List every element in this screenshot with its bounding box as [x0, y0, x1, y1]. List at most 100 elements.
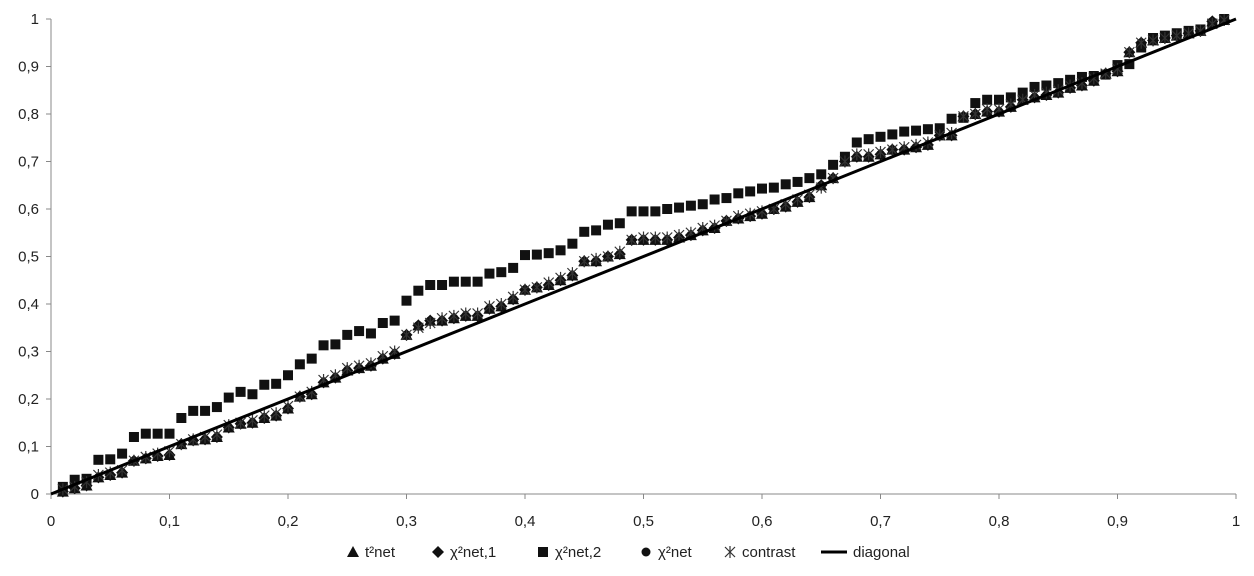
square-point [259, 379, 270, 390]
asterisk-point [638, 231, 649, 244]
square-point [306, 353, 317, 364]
x-tick-labels: 0 0,1 0,2 0,3 0,4 0,5 0,6 0,7 0,8 0,9 1 [47, 494, 1240, 530]
legend-item: χ²net,1 [432, 544, 496, 561]
diagonal-line [50, 17, 1237, 496]
square-point [650, 206, 661, 217]
square-point [863, 134, 874, 145]
square-point [804, 173, 815, 184]
square-point [970, 98, 981, 109]
square-point [520, 250, 530, 261]
y-tick-label: 0,3 [18, 344, 39, 361]
square-point [828, 159, 839, 170]
square-point [413, 285, 424, 296]
legend-label: t²net [365, 544, 396, 561]
asterisk-point [661, 231, 673, 244]
square-point [460, 276, 471, 287]
asterisk-point [839, 155, 851, 168]
asterisk-point [981, 103, 993, 116]
square-point [733, 188, 744, 199]
asterisk-point [875, 146, 886, 158]
asterisk-point [1159, 32, 1171, 44]
square-point [200, 405, 211, 416]
square-point [1124, 59, 1135, 70]
legend-label: χ²net [658, 544, 693, 561]
square-point [602, 219, 613, 230]
square-point [425, 280, 436, 290]
square-point [1029, 81, 1040, 92]
asterisk-point [1147, 34, 1159, 47]
asterisk-point [401, 328, 412, 341]
asterisk-point [555, 271, 566, 284]
series-asterisk [57, 13, 1230, 496]
asterisk-point [863, 148, 875, 161]
square-point [851, 137, 862, 148]
square-point [697, 199, 708, 210]
asterisk-point [673, 229, 685, 242]
y-tick-label: 0,5 [18, 249, 39, 266]
asterisk-point [590, 252, 602, 265]
y-tick-label: 0,6 [18, 201, 39, 218]
y-tick-label: 0,4 [18, 296, 39, 313]
square-point [543, 248, 554, 259]
y-tick-label: 0,8 [18, 106, 39, 123]
square-point [105, 454, 116, 465]
square-point [591, 225, 602, 236]
legend-swatch [432, 546, 444, 558]
legend-label: χ²net,1 [450, 544, 496, 561]
square-point [211, 402, 222, 413]
asterisk-point [472, 307, 484, 320]
square-point [887, 129, 898, 140]
square-point [1005, 92, 1016, 103]
square-point [626, 206, 637, 217]
square-point [164, 428, 175, 439]
square-point [1041, 80, 1052, 91]
square-point [662, 204, 673, 214]
x-tick-label: 0,2 [278, 513, 299, 530]
square-point [922, 124, 933, 135]
square-point [709, 194, 720, 205]
square-point [271, 378, 282, 389]
square-point [816, 169, 827, 180]
asterisk-point [531, 281, 543, 294]
square-point [496, 267, 507, 278]
asterisk-point [614, 245, 626, 258]
legend-label: diagonal [853, 544, 910, 561]
legend-item: contrast [724, 544, 796, 561]
y-tick-labels: 0 0,1 0,2 0,3 0,4 0,5 0,6 0,7 0,8 0,9 1 [18, 11, 51, 503]
asterisk-point [495, 298, 507, 310]
square-point [911, 125, 922, 136]
y-tick-label: 0,2 [18, 391, 39, 408]
square-point [721, 193, 732, 204]
square-point [188, 405, 199, 416]
asterisk-point [436, 312, 448, 325]
x-tick-label: 1 [1232, 513, 1240, 530]
x-tick-label: 0,9 [1107, 513, 1128, 530]
asterisk-point [211, 428, 223, 441]
asterisk-point [602, 250, 614, 263]
legend-label: χ²net,2 [555, 544, 601, 561]
square-point [685, 200, 696, 211]
square-point [294, 359, 305, 370]
square-point [318, 340, 329, 351]
asterisk-point [969, 108, 981, 120]
square-point [342, 329, 353, 340]
square-point [152, 428, 163, 439]
x-tick-label: 0,1 [159, 513, 180, 530]
square-point [247, 389, 258, 400]
asterisk-point [448, 309, 460, 322]
square-point [354, 326, 365, 337]
square-point [745, 186, 756, 197]
y-tick-label: 0,1 [18, 439, 39, 456]
legend-swatch [538, 547, 548, 557]
square-point [982, 94, 993, 105]
square-point [567, 238, 578, 249]
asterisk-point [270, 407, 282, 420]
square-point [1076, 71, 1087, 82]
asterisk-point [424, 317, 436, 329]
square-point [389, 315, 400, 326]
square-point [875, 131, 886, 142]
square-point [377, 318, 388, 328]
square-point [946, 113, 957, 124]
square-point [994, 94, 1004, 105]
square-point [792, 176, 803, 187]
